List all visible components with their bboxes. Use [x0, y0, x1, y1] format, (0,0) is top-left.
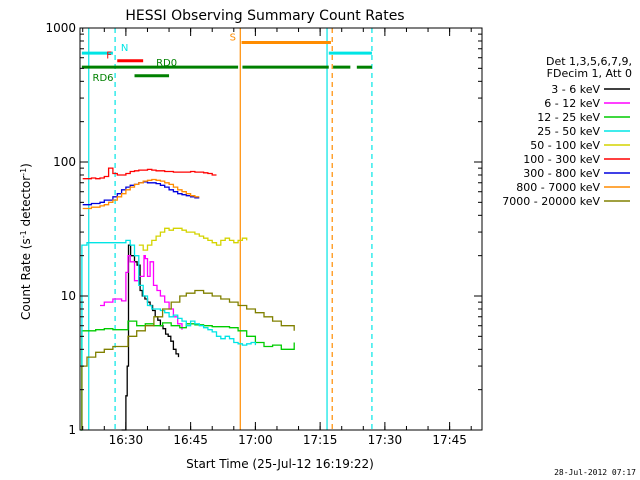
- y-tick-label-2: 100: [53, 155, 76, 169]
- x-axis-label: Start Time (25-Jul-12 16:19:22): [186, 457, 374, 471]
- timestamp: 28-Jul-2012 07:17: [554, 468, 636, 477]
- y-tick-label-0: 1: [68, 423, 76, 437]
- series-line-6: [82, 181, 200, 206]
- status-label-f: F: [106, 51, 112, 62]
- series-line-5: [82, 167, 217, 180]
- status-label-rd0: RD0: [156, 58, 177, 69]
- tick-labels: 16:30 16:45 17:00 17:15 17:30 17:45 1 10 100 1000: [45, 21, 466, 447]
- plot-area: NF RD0 RD6 S: [80, 28, 373, 431]
- legend-label-0: 3 - 6 keV: [551, 83, 600, 96]
- series-line-3: [80, 239, 257, 431]
- legend: Det 1,3,5,6,7,9, FDecim 1, Att 0 3 - 6 k…: [502, 55, 632, 208]
- legend-label-5: 100 - 300 keV: [523, 153, 600, 166]
- series-line-8: [80, 289, 295, 431]
- legend-label-1: 6 - 12 keV: [544, 97, 600, 110]
- x-tick-label-1: 16:45: [173, 433, 208, 447]
- y-axis-label: Count Rate (s-1 detector-1): [19, 163, 34, 320]
- status-label-n: N: [121, 43, 128, 54]
- y-tick-label-3: 1000: [45, 21, 76, 35]
- x-tick-label-5: 17:45: [432, 433, 467, 447]
- y-axis-label-sup-1: -1: [19, 230, 28, 238]
- legend-label-8: 7000 - 20000 keV: [502, 195, 600, 208]
- series-line-2: [80, 320, 295, 431]
- series-line-4: [138, 227, 248, 251]
- legend-label-2: 12 - 25 keV: [537, 111, 600, 124]
- plot-frame: [79, 27, 483, 431]
- series-line-1: [100, 255, 183, 330]
- y-axis-label-end: ): [19, 163, 33, 168]
- y-axis-label-sup-2: -1: [19, 168, 28, 176]
- series-line-0: [121, 244, 180, 431]
- chart-title: HESSI Observing Summary Count Rates: [125, 8, 404, 24]
- legend-label-6: 300 - 800 keV: [523, 167, 600, 180]
- y-axis-label-main: Count Rate (s: [19, 238, 33, 320]
- axis-ticks: [80, 27, 482, 431]
- x-tick-label-0: 16:30: [109, 433, 144, 447]
- x-tick-label-3: 17:15: [303, 433, 338, 447]
- legend-label-7: 800 - 7000 keV: [516, 181, 600, 194]
- x-tick-label-2: 17:00: [238, 433, 273, 447]
- status-label-s: S: [230, 32, 236, 43]
- y-tick-label-1: 10: [61, 289, 76, 303]
- legend-label-4: 50 - 100 keV: [530, 139, 600, 152]
- legend-header-line-1: Det 1,3,5,6,7,9,: [546, 55, 632, 68]
- status-label-rd6: RD6: [93, 73, 114, 84]
- x-tick-label-4: 17:30: [368, 433, 403, 447]
- legend-label-3: 25 - 50 keV: [537, 125, 600, 138]
- y-axis-label-mid: detector: [19, 176, 33, 231]
- series-line-7: [82, 178, 200, 210]
- legend-header-line-2: FDecim 1, Att 0: [547, 67, 632, 80]
